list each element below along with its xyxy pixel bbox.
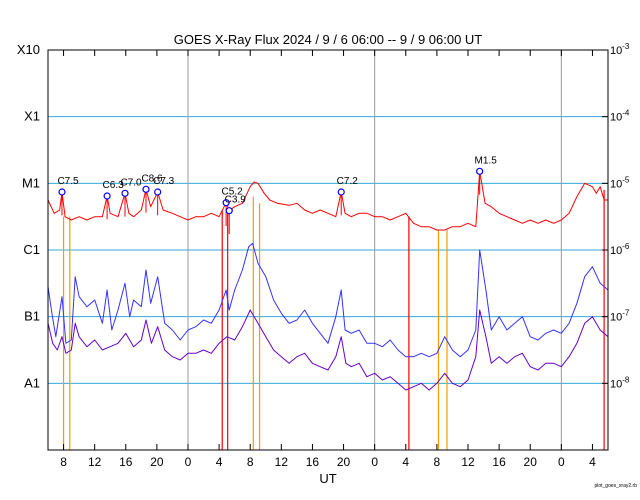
footer-label: plot_goes_xray2.rb [594, 483, 637, 489]
x-tick-label: 0 [371, 455, 378, 469]
x-tick-label: 4 [216, 455, 223, 469]
flare-label: M1.5 [475, 155, 498, 166]
series-line-short [47, 242, 609, 358]
flare-label: C6.3 [103, 180, 125, 191]
y-exponent-sup: -4 [622, 109, 630, 118]
x-tick-label: 20 [524, 455, 538, 469]
y-exponent-sup: -7 [622, 309, 630, 318]
y-class-label: B1 [24, 309, 40, 324]
series-line-short_alt [47, 309, 609, 391]
flare-label: C5.2 [222, 187, 244, 198]
y-exponent-sup: -3 [622, 42, 630, 51]
x-tick-label: 20 [150, 455, 164, 469]
chart-title: GOES X-Ray Flux 2024 / 9 / 6 06:00 -- 9 … [174, 32, 483, 47]
flare-marker [58, 188, 66, 196]
y-exponent-label: 10-7 [610, 309, 630, 324]
flare-marker [476, 167, 484, 175]
y-class-label: C1 [23, 242, 40, 257]
y-exponent-label: 10-4 [610, 109, 630, 124]
x-tick-label: 4 [402, 455, 409, 469]
x-tick-label: 8 [60, 455, 67, 469]
x-tick-label: 16 [492, 455, 506, 469]
x-tick-label: 4 [589, 455, 596, 469]
x-tick-label: 12 [275, 455, 289, 469]
y-class-label: M1 [22, 175, 40, 190]
y-exponent-sup: -6 [622, 242, 630, 251]
y-class-label: X1 [24, 109, 40, 124]
y-class-label: X10 [17, 42, 40, 57]
flare-marker [222, 199, 230, 207]
x-tick-label: 12 [461, 455, 475, 469]
x-tick-label: 16 [306, 455, 320, 469]
plot-area: C7.5 C6.3C7.0 C8.6C7.3 C5.2C3.9 C7.2 M1.5 8 12 1… [17, 42, 630, 469]
x-tick-label: 20 [337, 455, 351, 469]
y-exponent-label: 10-3 [610, 42, 630, 57]
x-tick-label: 8 [247, 455, 254, 469]
flare-marker [337, 188, 345, 196]
series-line-long [47, 170, 608, 231]
flare-marker [225, 207, 233, 215]
flare-label: C7.2 [337, 176, 359, 187]
y-exponent-label: 10-5 [610, 175, 630, 190]
flare-label: C7.5 [57, 176, 79, 187]
y-exponent-sup: -5 [622, 175, 630, 184]
flare-marker [103, 192, 111, 200]
x-tick-label: 12 [88, 455, 102, 469]
flare-label: C8.6 [141, 173, 163, 184]
flare-label: C7.0 [120, 177, 142, 188]
x-axis-label: UT [319, 471, 336, 486]
flare-marker [142, 185, 150, 193]
y-exponent-label: 10-6 [610, 242, 630, 257]
flare-marker [154, 188, 162, 196]
flare-label: C3.9 [225, 195, 247, 206]
y-exponent-label: 10-8 [610, 375, 630, 390]
y-class-label: A1 [24, 375, 40, 390]
plot-frame [47, 49, 609, 451]
x-tick-label: 0 [558, 455, 565, 469]
x-tick-label: 8 [434, 455, 441, 469]
y-exponent-sup: -8 [622, 375, 630, 384]
flare-marker [121, 189, 129, 197]
x-tick-label: 16 [119, 455, 133, 469]
flare-label: C7.3 [153, 176, 175, 187]
x-tick-label: 0 [185, 455, 192, 469]
